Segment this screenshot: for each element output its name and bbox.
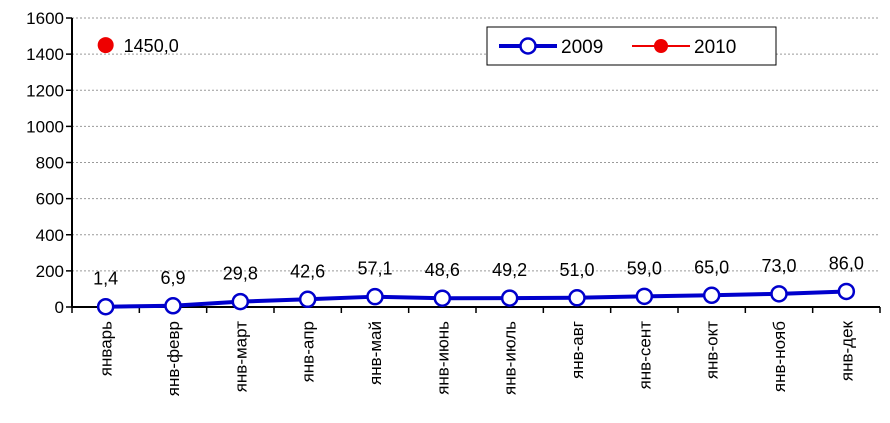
x-tick-label: янв-июнь — [433, 321, 452, 395]
legend: 2009 2010 — [486, 26, 777, 66]
data-labels: 1,4 6,9 29,8 42,6 57,1 48,6 49,2 51,0 59,0 65,0 73… — [93, 36, 864, 289]
data-label-2009: 1,4 — [93, 269, 118, 289]
y-tick-label: 1600 — [26, 9, 64, 28]
x-tick-label: янв-сент — [635, 321, 654, 390]
y-tick-label: 1400 — [26, 45, 64, 64]
data-point-2009 — [635, 287, 654, 306]
y-tick-label: 1200 — [26, 81, 64, 100]
data-point-2009 — [500, 289, 519, 307]
x-tick-label: янв-июль — [501, 321, 520, 395]
legend-swatch-marker — [519, 37, 537, 55]
legend-label: 2010 — [694, 37, 736, 58]
data-point-2009 — [433, 289, 452, 307]
data-label-2010: 1450,0 — [124, 36, 179, 56]
data-point-2009 — [837, 282, 856, 301]
data-label-2009: 48,6 — [425, 260, 460, 280]
data-label-2009: 29,8 — [223, 264, 258, 284]
y-tick-label: 400 — [36, 226, 64, 245]
x-tick-label: янв-окт — [703, 321, 722, 379]
data-point-2009 — [770, 285, 788, 303]
y-tick-labels: 0 200 400 600 800 1000 1200 1400 1600 — [26, 9, 64, 317]
data-point-2009 — [231, 292, 250, 311]
legend-swatch-marker — [654, 39, 668, 53]
x-tick-labels: январь янв-февр янв-март янв-апр янв-май янв-… — [97, 320, 857, 396]
data-point-2009 — [366, 287, 384, 306]
legend-label: 2009 — [561, 37, 603, 58]
data-label-2009: 65,0 — [694, 257, 729, 277]
axes — [66, 17, 881, 313]
x-tick-label: янв-авг — [568, 321, 587, 379]
data-label-2009: 42,6 — [290, 261, 325, 281]
data-point-2009 — [164, 297, 182, 315]
data-label-2009: 49,2 — [492, 260, 527, 280]
data-label-2009: 51,0 — [559, 260, 594, 280]
data-label-2009: 6,9 — [160, 268, 185, 288]
x-tick-label: янв-март — [231, 321, 250, 393]
x-tick-label: январь — [97, 321, 116, 376]
y-tick-label: 0 — [55, 298, 64, 317]
data-point-2009 — [298, 290, 317, 309]
x-tick-label: янв-февр — [164, 321, 183, 396]
y-tick-label: 800 — [36, 154, 64, 173]
y-tick-label: 1000 — [26, 117, 64, 136]
series — [96, 37, 856, 316]
data-label-2009: 73,0 — [761, 256, 796, 276]
data-label-2009: 86,0 — [829, 253, 864, 273]
x-tick-label: янв-нояб — [770, 321, 789, 392]
data-point-2009 — [568, 289, 586, 307]
x-tick-label: янв-апр — [299, 321, 318, 382]
x-tick-label: янв-май — [366, 321, 385, 385]
x-tick-label: янв-дек — [837, 320, 856, 381]
data-label-2009: 59,0 — [627, 258, 662, 278]
y-tick-label: 200 — [36, 262, 64, 281]
data-point-2009 — [702, 286, 721, 305]
data-point-2010 — [97, 37, 114, 54]
series-line-2009 — [105, 289, 847, 309]
data-label-2009: 57,1 — [357, 259, 392, 279]
data-point-2009 — [96, 297, 115, 316]
y-tick-label: 600 — [36, 190, 64, 209]
